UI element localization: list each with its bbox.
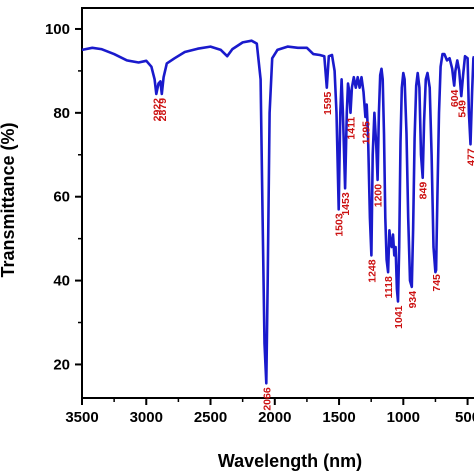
x-tick-label: 2500 <box>194 409 227 426</box>
x-tick-label: 2000 <box>258 409 291 426</box>
peak-label: 1411 <box>346 117 358 140</box>
peak-label: 1118 <box>383 276 395 298</box>
peak-label: 1041 <box>393 305 405 329</box>
x-tick-label: 1000 <box>387 409 420 426</box>
y-tick-label: 100 <box>45 21 70 38</box>
peak-label: 1295 <box>360 121 372 145</box>
peak-label: 849 <box>418 182 430 200</box>
peak-label: 477 <box>466 148 474 166</box>
y-axis-ticks: 20 40 60 80 100 <box>45 21 82 373</box>
peak-label: 1200 <box>373 184 385 208</box>
y-tick-label: 60 <box>53 189 70 206</box>
x-tick-label: 500 <box>455 409 474 426</box>
peak-label: 1503 <box>334 213 346 237</box>
x-axis-ticks: 3500 3000 2500 2000 1500 1000 500 <box>65 398 474 426</box>
peak-label: 2922 <box>151 98 163 122</box>
x-tick-label: 1500 <box>322 409 355 426</box>
peak-label: 1248 <box>366 259 378 283</box>
peak-label: 2066 <box>261 387 273 411</box>
peak-label: 549 <box>456 100 468 118</box>
x-axis-title: Wavelength (nm) <box>218 451 362 471</box>
peak-label: 745 <box>431 274 443 292</box>
y-tick-label: 20 <box>53 356 70 373</box>
transmittance-line <box>81 39 474 385</box>
peak-label: 1595 <box>322 92 334 116</box>
y-tick-label: 80 <box>53 105 70 122</box>
x-tick-label: 3500 <box>65 409 98 426</box>
y-tick-label: 40 <box>53 273 70 290</box>
peak-label: 604 <box>449 89 461 107</box>
peak-label: 934 <box>407 291 419 309</box>
peak-label: 1453 <box>340 192 352 216</box>
plot-frame <box>81 7 474 399</box>
y-axis-title: Transmittance (%) <box>0 122 18 277</box>
x-tick-label: 3000 <box>130 409 163 426</box>
peak-label: 2879 <box>157 98 169 122</box>
